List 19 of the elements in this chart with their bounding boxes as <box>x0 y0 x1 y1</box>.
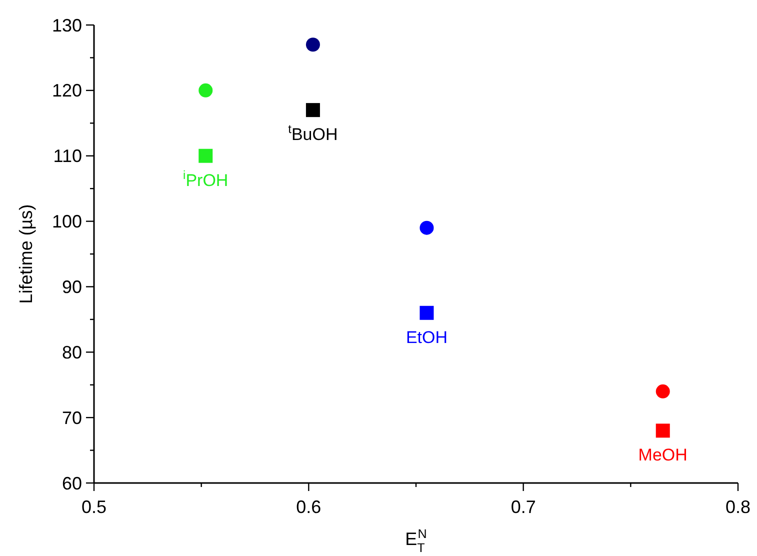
y-tick-label: 120 <box>52 80 82 101</box>
annotation: $^{i}$PrOH <box>183 168 228 190</box>
y-tick-label: 80 <box>62 342 82 362</box>
y-tick-label: 90 <box>62 277 82 298</box>
annotation: MeOH <box>638 446 688 465</box>
x-tick-label: 0.5 <box>81 497 107 517</box>
y-tick-label: 110 <box>53 146 82 166</box>
point <box>306 38 320 52</box>
y-tick-label: 60 <box>62 473 82 494</box>
x-tick-label: 0.6 <box>296 497 322 517</box>
annotation: EtOH <box>406 328 448 347</box>
y-tick-label: 130 <box>52 15 82 36</box>
y-tick-label: 100 <box>52 212 82 232</box>
point <box>306 103 320 118</box>
x-tick-label: 0.8 <box>725 497 751 517</box>
annotation: $^{t}$BuOH <box>288 122 338 144</box>
x-tick-label: 0.7 <box>510 497 536 517</box>
y-tick-label: 70 <box>62 408 82 428</box>
y-axis-title: Lifetime (µs) <box>16 204 36 304</box>
